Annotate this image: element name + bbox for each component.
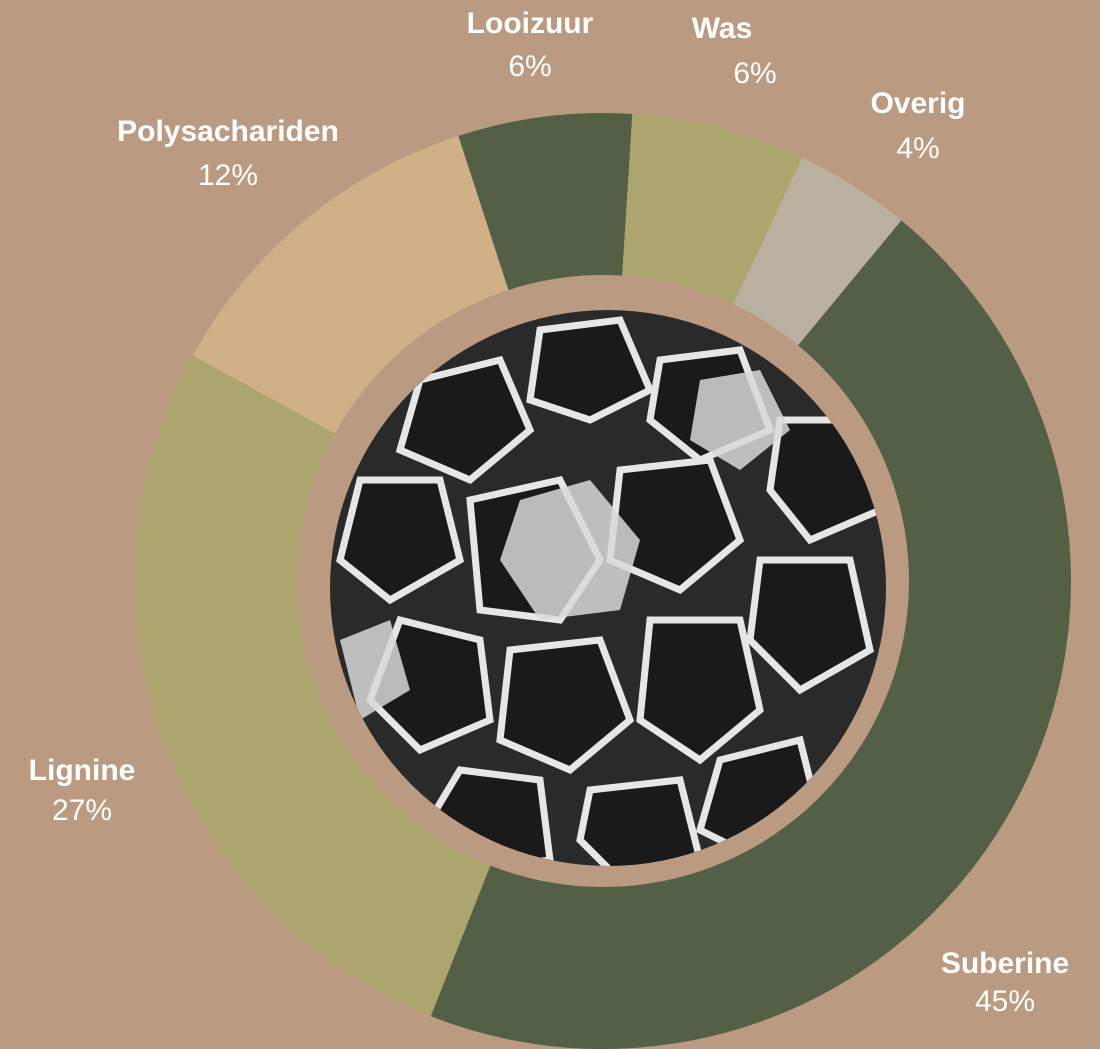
value-label: 4% [896,132,939,165]
value-label: 12% [198,159,258,192]
slice-label: Polysachariden [117,115,339,148]
slice-label: Was [692,12,753,45]
slice-label: Overig [870,87,965,120]
value-label: 45% [975,985,1035,1018]
slice-label: Looizuur [467,7,594,40]
slice-label: Suberine [941,947,1069,980]
value-label: 27% [52,794,112,827]
value-label: 6% [733,57,776,90]
value-label: 6% [508,50,551,83]
slice-label: Lignine [29,754,136,787]
chart: Suberine 45% Lignine 27% Polysachariden 12% Lo… [0,0,1100,1049]
